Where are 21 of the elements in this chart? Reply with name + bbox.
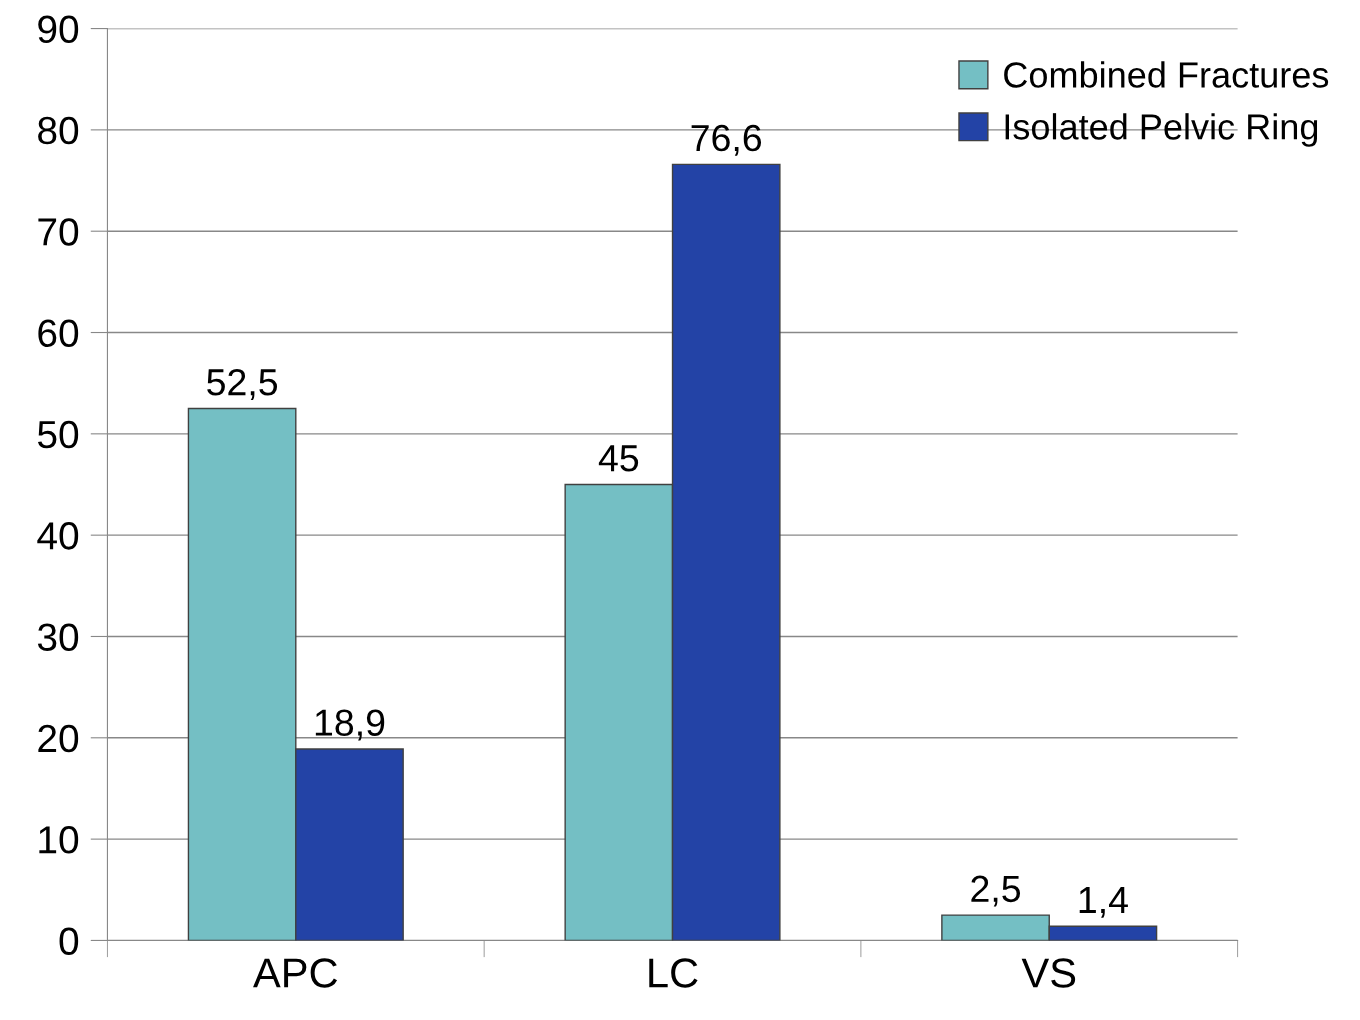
x-tick-label: APC [253,958,338,988]
legend-label: Isolated Pelvic Ring [1005,113,1318,147]
y-tick-label: 90 [38,15,79,44]
data-label: 76,6 [691,124,762,156]
data-label: 45 [598,445,639,472]
data-label: 1,4 [1079,887,1128,918]
y-tick-label: 20 [38,724,79,753]
legend-label: Combined Fractures [1004,61,1329,88]
data-label: 2,5 [971,875,1021,907]
y-tick-label: 0 [59,927,79,955]
y-tick-label: 60 [38,319,79,347]
y-tick-label: 40 [37,522,79,550]
y-tick-label: 70 [38,218,79,246]
y-tick-label: 10 [39,826,79,854]
y-tick-label: 50 [37,420,79,449]
x-tick-label: VS [1021,958,1076,988]
y-tick-label: 80 [38,116,79,145]
data-label: 18,9 [315,709,385,741]
y-tick-label: 30 [37,623,79,651]
x-tick-label: LC [649,958,698,988]
data-label: 52,5 [207,368,278,400]
